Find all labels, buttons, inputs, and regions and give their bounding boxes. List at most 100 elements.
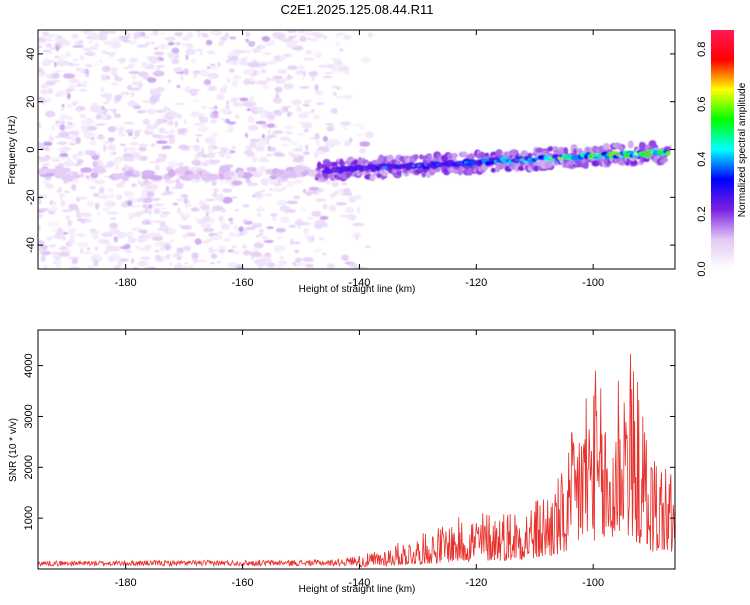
heatmap-cell [86, 246, 91, 251]
heatmap-cell [174, 102, 186, 105]
heatmap-cell [296, 218, 303, 225]
heatmap-cell [59, 124, 66, 131]
heatmap-cell [109, 216, 117, 221]
heatmap-cell [244, 226, 256, 231]
heatmap-cell [665, 151, 671, 156]
heatmap-cell [356, 133, 365, 137]
heatmap-cell [325, 64, 335, 69]
heatmap-cell [98, 187, 105, 194]
heatmap-cell [315, 32, 324, 39]
heatmap-cell [322, 75, 333, 79]
heatmap-cell [66, 88, 76, 91]
heatmap-cell [161, 192, 168, 196]
heatmap-cell [100, 74, 107, 82]
heatmap-cell [45, 97, 51, 103]
heatmap-cell [278, 34, 283, 41]
heatmap-cell [157, 44, 169, 49]
heatmap-cell [51, 72, 60, 79]
heatmap-cell [153, 207, 161, 215]
heatmap-cell [127, 200, 133, 207]
heatmap-cell [239, 97, 249, 102]
heatmap-cell [76, 107, 80, 113]
heatmap-cell [175, 263, 183, 269]
top-y-ticks: -40 -20 0 20 40 [25, 48, 675, 253]
heatmap-cell [167, 120, 174, 126]
heatmap-cell [272, 97, 283, 104]
heatmap-cell [38, 45, 43, 49]
heatmap-cell [167, 41, 175, 46]
heatmap-cell [87, 265, 94, 269]
y-tick-label: 4000 [23, 353, 35, 377]
heatmap-cell [138, 155, 148, 162]
heatmap-cell [38, 198, 42, 205]
heatmap-cell [245, 178, 251, 183]
heatmap-cell [352, 222, 365, 227]
heatmap-cell [220, 36, 228, 42]
heatmap-cell [334, 190, 338, 196]
heatmap-cell [174, 120, 178, 128]
heatmap-cell [208, 246, 214, 254]
heatmap-cell [88, 46, 99, 51]
heatmap-cell [145, 41, 150, 46]
heatmap-cell [151, 197, 162, 201]
heatmap-cell [513, 149, 519, 155]
heatmap-cell [138, 235, 145, 239]
heatmap-cell [263, 52, 272, 55]
heatmap-cell [304, 50, 313, 55]
heatmap-cell [286, 30, 297, 34]
heatmap-cell [308, 71, 319, 77]
heatmap-cell [109, 222, 118, 229]
heatmap-cell [58, 186, 63, 193]
heatmap-cell [149, 174, 163, 181]
heatmap-cell [302, 30, 314, 36]
heatmap-cell [81, 251, 92, 255]
heatmap-cell [53, 70, 64, 73]
heatmap-cell [238, 226, 244, 233]
heatmap-cell [294, 172, 303, 178]
heatmap-cell [196, 151, 206, 158]
heatmap-cell [107, 255, 116, 262]
heatmap-cell [336, 95, 342, 99]
heatmap-cell [237, 170, 244, 179]
heatmap-cell [288, 35, 297, 39]
heatmap-cell [343, 34, 352, 40]
heatmap-cell [113, 113, 122, 119]
heatmap-cell [286, 200, 298, 205]
heatmap-cell [248, 114, 254, 120]
heatmap-cell [38, 122, 42, 129]
heatmap-cell [329, 192, 336, 199]
heatmap-cell [146, 108, 154, 113]
heatmap-cell [281, 105, 293, 109]
heatmap-cell [234, 233, 240, 238]
heatmap-cell [59, 39, 71, 46]
heatmap-cell [119, 143, 127, 147]
heatmap-cell [109, 194, 115, 198]
heatmap-cell [80, 167, 93, 173]
heatmap-cell [288, 75, 294, 80]
heatmap-cell [287, 65, 298, 71]
heatmap-cell [248, 41, 256, 47]
heatmap-cell [71, 183, 77, 191]
heatmap-cell [315, 190, 319, 197]
heatmap-cell [265, 77, 271, 82]
heatmap-cell [335, 202, 347, 206]
heatmap-cell [176, 257, 182, 261]
heatmap-cell [138, 147, 147, 152]
heatmap-cell [184, 262, 189, 265]
heatmap-cell [101, 105, 105, 109]
heatmap-cell [276, 199, 288, 206]
heatmap-cell [61, 107, 65, 111]
heatmap-cell [178, 144, 190, 150]
heatmap-cell [154, 109, 167, 113]
heatmap-cell [257, 137, 263, 140]
heatmap-cell [201, 162, 209, 167]
heatmap-cell [88, 40, 94, 44]
heatmap-cell [172, 202, 179, 206]
colorbar-tick-label: 0.6 [696, 97, 708, 112]
heatmap-cell [264, 193, 273, 197]
heatmap-cell [213, 105, 218, 110]
heatmap-cell [200, 204, 210, 211]
heatmap-cell [226, 261, 238, 268]
heatmap-cell [150, 143, 156, 147]
